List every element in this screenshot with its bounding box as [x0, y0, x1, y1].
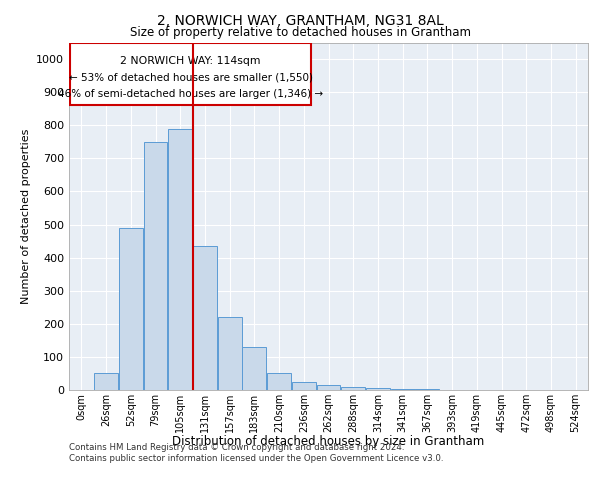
- Text: 2, NORWICH WAY, GRANTHAM, NG31 8AL: 2, NORWICH WAY, GRANTHAM, NG31 8AL: [157, 14, 443, 28]
- Bar: [317, 385, 340, 390]
- Bar: [242, 347, 266, 390]
- Text: 2 NORWICH WAY: 114sqm: 2 NORWICH WAY: 114sqm: [121, 56, 261, 66]
- Bar: [391, 389, 415, 390]
- Bar: [292, 382, 316, 390]
- Bar: [143, 142, 167, 390]
- Bar: [366, 388, 390, 390]
- FancyBboxPatch shape: [70, 44, 311, 104]
- Text: Size of property relative to detached houses in Grantham: Size of property relative to detached ho…: [130, 26, 470, 39]
- Bar: [341, 386, 365, 390]
- Bar: [119, 228, 143, 390]
- Bar: [193, 246, 217, 390]
- Bar: [168, 128, 192, 390]
- Bar: [218, 317, 242, 390]
- Text: 46% of semi-detached houses are larger (1,346) →: 46% of semi-detached houses are larger (…: [58, 88, 323, 99]
- Y-axis label: Number of detached properties: Number of detached properties: [20, 128, 31, 304]
- Text: Contains HM Land Registry data © Crown copyright and database right 2024.: Contains HM Land Registry data © Crown c…: [69, 442, 404, 452]
- Bar: [94, 374, 118, 390]
- X-axis label: Distribution of detached houses by size in Grantham: Distribution of detached houses by size …: [172, 435, 485, 448]
- Text: ← 53% of detached houses are smaller (1,550): ← 53% of detached houses are smaller (1,…: [69, 72, 313, 82]
- Bar: [267, 374, 291, 390]
- Text: Contains public sector information licensed under the Open Government Licence v3: Contains public sector information licen…: [69, 454, 443, 463]
